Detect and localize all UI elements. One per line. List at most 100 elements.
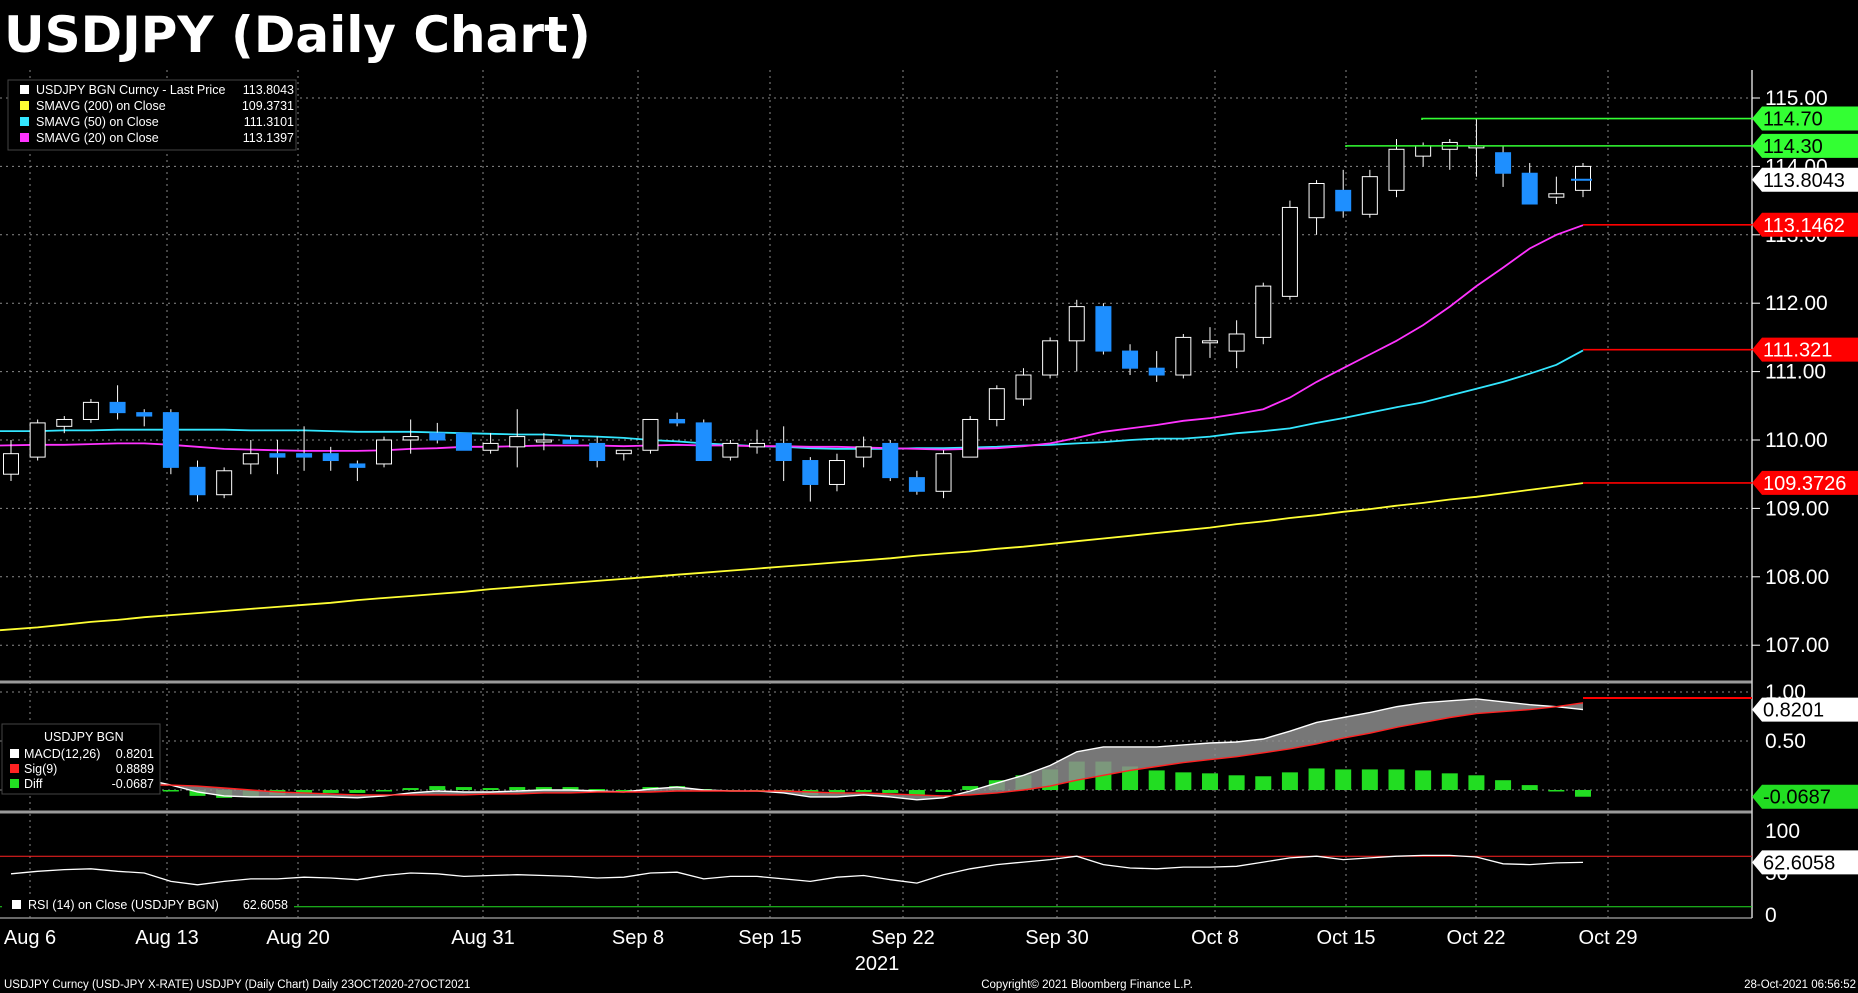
candle-body-down [1335,189,1352,212]
candle-body-up [402,436,419,441]
diff-bar [1415,770,1432,790]
footer-left: USDJPY Curncy (USD-JPY X-RATE) USDJPY (D… [4,979,470,991]
legend-label: MACD(12,26) [24,747,100,761]
candle [1468,118,1485,177]
x-tick-label: Oct 22 [1447,927,1506,949]
x-tick-label: Oct 29 [1579,927,1638,949]
price-tag-label: 113.8043 [1763,170,1845,192]
macd-tag-shape [1752,784,1858,809]
legend-label: Diff [24,777,43,791]
candle [535,433,552,451]
legend-value: 0.8889 [116,762,154,776]
legend-box [1,723,161,795]
y-tick-label: 110.00 [1765,429,1828,452]
rsi-tick-label: 100 [1765,820,1800,843]
candle [349,460,366,482]
candle [3,440,19,482]
diff-bar [455,787,472,790]
candle [82,398,99,423]
candle-body-down [349,463,366,468]
price-tag-shape [1752,337,1858,362]
diff-bar [855,790,872,792]
diff-bar [509,787,526,790]
diff-bar [1255,776,1272,790]
candle [908,470,925,495]
macd-tick-label: 0.50 [1765,730,1806,753]
candle [109,385,126,420]
candle-body-up [1415,145,1432,157]
footer-right: 28-Oct-2021 06:56:52 [1744,979,1856,991]
candle [482,433,499,454]
candle [296,426,313,471]
candle [988,385,1005,427]
candle [1335,169,1352,218]
candle-body-up [1548,193,1565,198]
price-tag: 114.30 [1752,133,1858,158]
ma-line-1 [0,349,1584,450]
candle-body-down [802,460,819,485]
candle-body-down [562,439,579,444]
y-tick-label: 112.00 [1765,292,1828,315]
legend-value: 109.3731 [242,99,294,113]
axis-layer: 115.00114.00113.00112.00111.00110.00109.… [4,87,1858,975]
diff-bar [1175,772,1192,790]
main-legend: USDJPY BGN Curncy - Last Price 113.8043 SM… [7,79,297,151]
diff-bar [162,790,179,792]
candle [1548,176,1565,205]
candle-body-up [1308,183,1325,219]
legend-value: 113.8043 [243,83,294,97]
candle-body-up [855,446,872,458]
candle [455,432,472,451]
candle-body-up [482,442,499,451]
y-tick-label: 108.00 [1765,566,1829,589]
candle-body-down [589,442,606,462]
candle-body-up [935,453,952,492]
macd-tag: 0.8201 [1752,697,1858,722]
x-tick-label: Sep 8 [612,927,664,949]
candle [695,419,712,462]
candle-body-down [296,453,313,458]
legend-value: -0.0687 [112,777,154,791]
candle-body-up [615,449,632,455]
candle-body-up [1042,340,1059,376]
candle-body-down [269,453,286,458]
price-tag: 111.321 [1752,337,1858,362]
macd-legend: USDJPY BGN MACD(12,26) 0.8201 Sig(9) 0.8889 D… [1,723,161,795]
price-tag-shape [1752,470,1858,495]
diff-bar [1281,772,1298,790]
macd-tag-label: -0.0687 [1763,787,1831,809]
signal-line [11,702,1584,797]
diff-bar [828,790,845,794]
diff-bar [1468,775,1485,790]
diff-bar [562,787,579,790]
candle [1495,145,1512,187]
legend-value: 111.3101 [244,115,294,129]
x-tick-label: Aug 13 [135,927,198,949]
diff-bar [1122,766,1139,790]
candle [1308,180,1325,235]
x-tick-label: Oct 8 [1191,927,1239,949]
price-tag: 113.1462 [1752,212,1858,237]
diff-bar [935,790,952,792]
chart-title: USDJPY (Daily Chart) [4,6,591,64]
candle [189,460,206,502]
footer-center: Copyright© 2021 Bloomberg Finance L.P. [981,979,1193,991]
candle [242,440,259,475]
legend-label: SMAVG (20) on Close [36,131,159,145]
ma-line-0 [0,482,1584,632]
legend-swatch [20,133,29,142]
candle-body-down [1122,350,1139,369]
candle-body-up [1281,206,1298,297]
candle-body-up [1228,333,1245,352]
diff-bar [189,790,206,796]
candle-body-down [189,466,206,496]
macd-legend-title: USDJPY BGN [44,730,124,744]
diff-bar [1548,790,1565,792]
candle-body-up [828,460,845,485]
price-tag-shape [1752,167,1858,192]
resistance-line [1421,117,1752,120]
candle-body-down [882,442,899,479]
diff-bar [882,790,899,793]
price-tag-label: 113.1462 [1763,215,1845,237]
candle-body-up [1388,148,1405,191]
